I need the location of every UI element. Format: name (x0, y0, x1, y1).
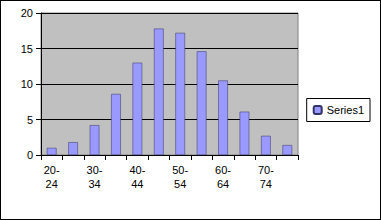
svg-text:15: 15 (21, 43, 33, 55)
svg-text:0: 0 (27, 149, 33, 161)
svg-text:20: 20 (21, 7, 33, 19)
svg-text:5: 5 (27, 114, 33, 126)
svg-text:30-: 30- (87, 164, 103, 176)
svg-text:64: 64 (217, 178, 229, 190)
svg-text:34: 34 (88, 178, 100, 190)
svg-text:10: 10 (21, 78, 33, 90)
svg-text:54: 54 (174, 178, 186, 190)
svg-text:60-: 60- (215, 164, 231, 176)
svg-text:44: 44 (131, 178, 143, 190)
svg-text:24: 24 (46, 178, 58, 190)
svg-text:20-: 20- (44, 164, 60, 176)
svg-text:50-: 50- (172, 164, 188, 176)
svg-text:40-: 40- (129, 164, 145, 176)
svg-text:Series1: Series1 (327, 104, 364, 116)
svg-text:74: 74 (260, 178, 272, 190)
svg-text:70-: 70- (258, 164, 274, 176)
